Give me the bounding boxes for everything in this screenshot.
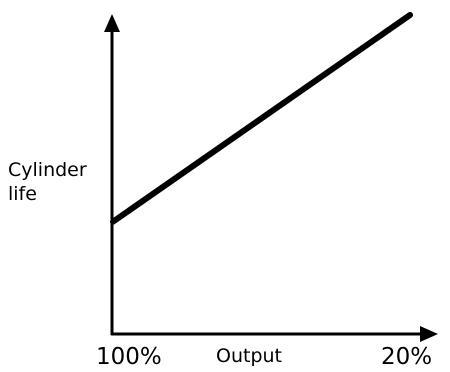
x-axis-arrow [420, 326, 438, 342]
x-axis-label: Output [216, 345, 282, 367]
x-end-tick-label: 20% [381, 344, 432, 370]
y-axis-arrow [104, 14, 120, 32]
cylinder-life-line [110, 12, 413, 225]
x-start-tick-label: 100% [96, 344, 162, 370]
y-axis-label-line-2: life [8, 183, 37, 205]
y-axis-label-line-1: Cylinder [8, 159, 87, 181]
